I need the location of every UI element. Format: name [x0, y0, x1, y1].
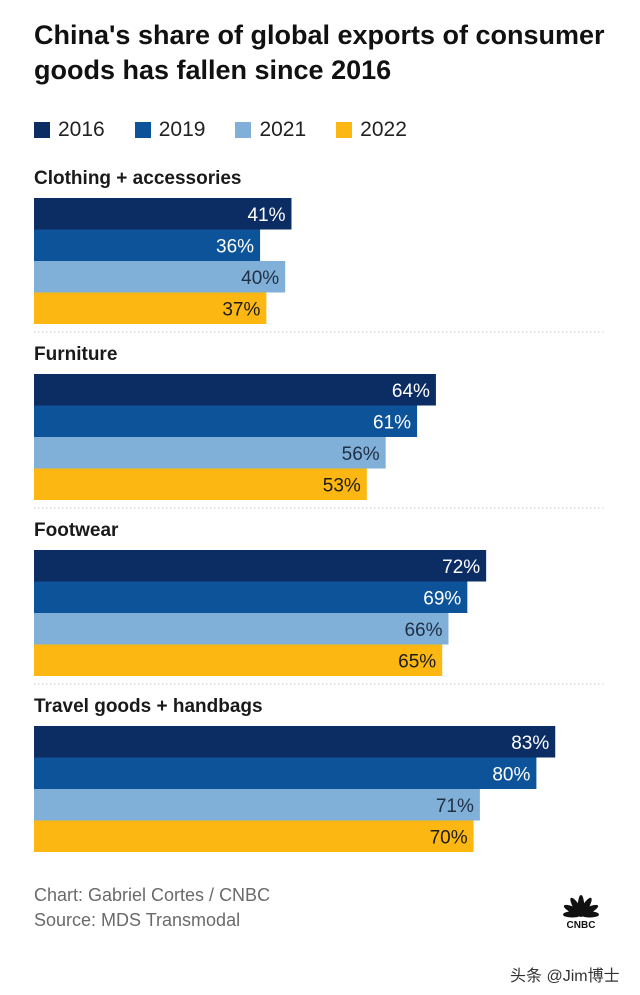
data-label-travel-goods-handbags-2016: 83% — [511, 733, 549, 754]
legend: 2016 2019 2021 2022 — [34, 116, 437, 144]
data-label-furniture-2016: 64% — [392, 381, 430, 402]
data-label-footwear-2016: 72% — [442, 557, 480, 578]
bar-travel-goods-handbags-2016 — [34, 726, 556, 758]
data-label-clothing-accessories-2021: 40% — [241, 268, 279, 289]
legend-swatch-2019 — [134, 122, 151, 138]
data-label-footwear-2022: 65% — [398, 651, 436, 672]
logo-wordmark: CNBC — [567, 920, 596, 930]
legend-swatch-2016 — [34, 122, 50, 138]
data-label-travel-goods-handbags-2021: 71% — [436, 796, 474, 817]
bar-footwear-2016 — [34, 550, 487, 582]
data-label-travel-goods-handbags-2022: 70% — [430, 827, 468, 848]
legend-item-2022: 2022 — [336, 118, 407, 142]
data-label-travel-goods-handbags-2019: 80% — [492, 764, 530, 785]
category-label-footwear: Footwear — [34, 520, 119, 541]
data-label-clothing-accessories-2022: 37% — [222, 299, 260, 320]
bar-footwear-2019 — [34, 581, 468, 613]
legend-swatch-2022 — [336, 122, 353, 138]
bar-furniture-2022 — [34, 468, 367, 500]
legend-item-2019: 2019 — [134, 118, 206, 142]
bar-furniture-2019 — [34, 405, 418, 437]
bar-travel-goods-handbags-2022 — [34, 820, 474, 852]
legend-label-2021: 2021 — [259, 118, 307, 141]
category-label-travel-goods-handbags: Travel goods + handbags — [34, 696, 263, 717]
legend-label-2019: 2019 — [158, 118, 206, 141]
bar-footwear-2022 — [34, 644, 443, 676]
legend-item-2016: 2016 — [34, 118, 105, 142]
data-label-furniture-2022: 53% — [323, 475, 361, 496]
data-label-clothing-accessories-2016: 41% — [247, 205, 285, 226]
data-label-clothing-accessories-2019: 36% — [216, 236, 254, 257]
bar-furniture-2016 — [34, 374, 436, 406]
footer: Chart: Gabriel Cortes / CNBC Source: MDS… — [34, 883, 270, 933]
peacock-icon — [563, 895, 599, 918]
legend-label-2022: 2022 — [360, 118, 407, 141]
bar-footwear-2021 — [34, 613, 449, 645]
bar-travel-goods-handbags-2019 — [34, 757, 537, 789]
data-label-footwear-2019: 69% — [423, 588, 461, 609]
bar-clothing-accessories-2021 — [34, 261, 286, 293]
bar-travel-goods-handbags-2021 — [34, 789, 480, 821]
watermark: 头条 @Jim博士 — [510, 968, 620, 985]
bar-clothing-accessories-2022 — [34, 292, 267, 324]
bar-furniture-2021 — [34, 437, 386, 469]
legend-item-2021: 2021 — [235, 118, 306, 142]
source-note: Source: MDS Transmodal — [34, 910, 241, 930]
data-label-footwear-2021: 66% — [404, 620, 442, 641]
legend-swatch-2021 — [235, 122, 252, 138]
cnbc-logo: CNBC — [563, 895, 599, 930]
bar-clothing-accessories-2019 — [34, 229, 261, 261]
data-label-furniture-2019: 61% — [373, 412, 411, 433]
legend-label-2016: 2016 — [58, 118, 105, 141]
chart-credit: Chart: Gabriel Cortes / CNBC — [34, 885, 271, 905]
bar-clothing-accessories-2016 — [34, 198, 292, 230]
category-label-furniture: Furniture — [34, 344, 117, 365]
data-label-furniture-2021: 56% — [342, 444, 380, 465]
category-label-clothing-accessories: Clothing + accessories — [34, 168, 242, 189]
chart-title: China's share of global exports of consu… — [34, 20, 605, 85]
